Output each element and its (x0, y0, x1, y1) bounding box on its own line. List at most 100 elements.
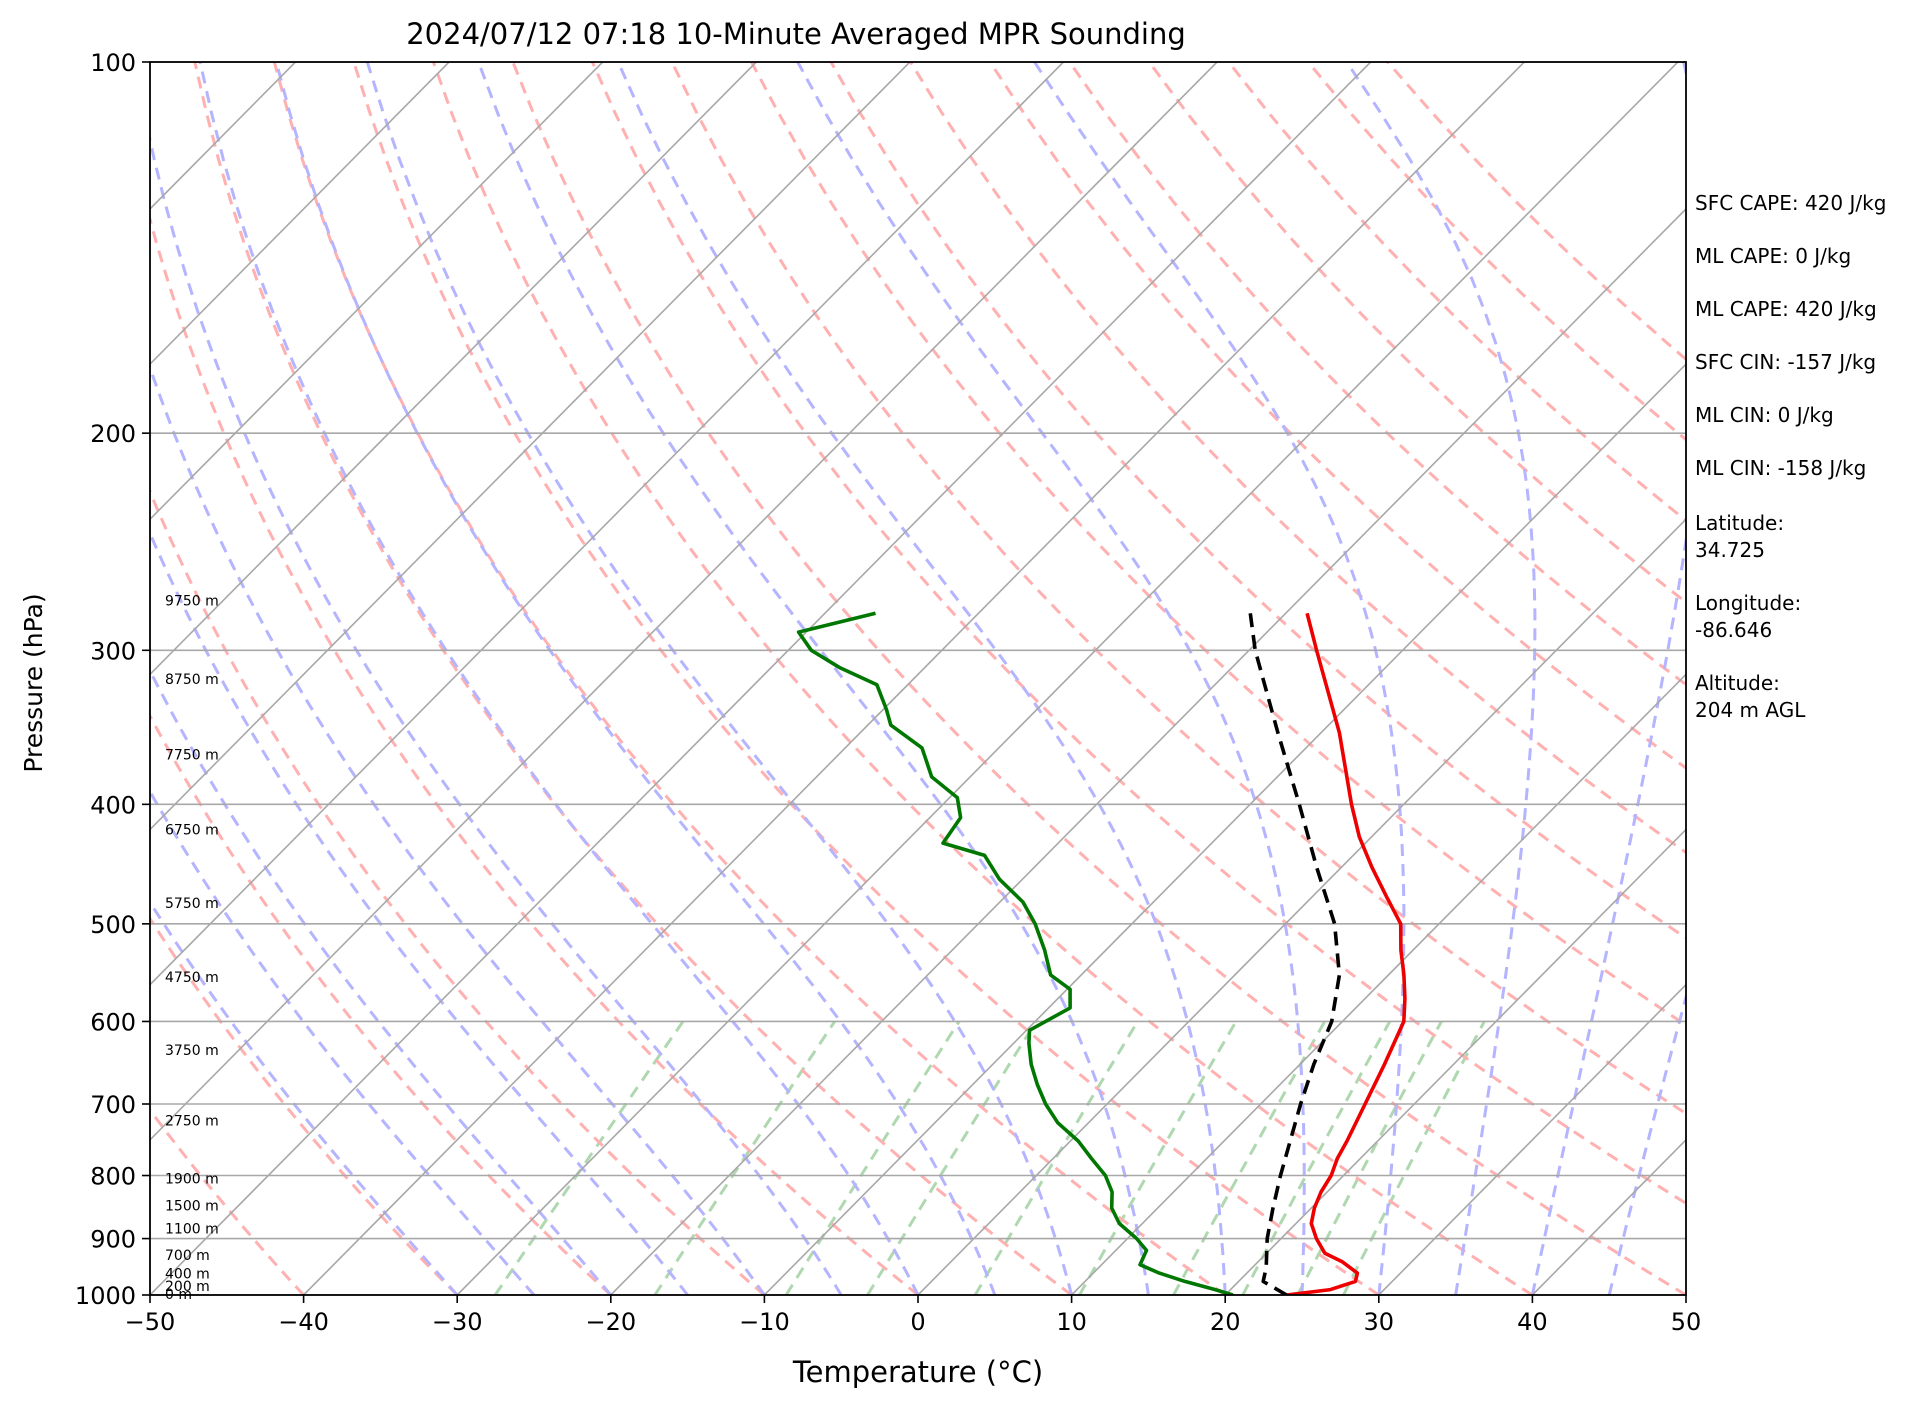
y-tick-label: 300 (90, 637, 136, 665)
x-tick-label: 0 (910, 1308, 925, 1336)
dry-adiabat (150, 712, 612, 1295)
mixing-ratio-line (1172, 1020, 1327, 1295)
mixing-ratio-line (1296, 1020, 1443, 1295)
info-line: ML CIN: 0 J/kg (1695, 403, 1834, 427)
moist-adiabat (365, 62, 1074, 1295)
info-line: SFC CAPE: 420 J/kg (1695, 191, 1887, 215)
dry-adiabat (511, 62, 1686, 1295)
moist-adiabat (198, 62, 920, 1295)
height-label: 4750 m (165, 970, 219, 986)
mixing-ratio-line (493, 1020, 685, 1295)
y-axis-label: Pressure (hPa) (19, 593, 48, 772)
isotherm (456, 62, 1679, 1295)
dry-adiabat (193, 62, 1073, 1295)
dry-adiabat (431, 62, 1534, 1295)
isotherm (150, 62, 604, 521)
x-tick-label: 10 (1056, 1308, 1087, 1336)
height-label: 700 m (165, 1248, 210, 1264)
height-label: 1900 m (165, 1172, 219, 1188)
moist-adiabat (1033, 62, 1406, 1295)
height-label: 9750 m (165, 594, 219, 610)
isotherm (763, 362, 1686, 1295)
x-tick-label: 50 (1671, 1308, 1702, 1336)
y-tick-label: 100 (90, 49, 136, 77)
height-label: 1100 m (165, 1222, 219, 1238)
dry-adiabat (352, 62, 1380, 1295)
dry-adiabat (591, 62, 1686, 1206)
dry-adiabat (150, 915, 459, 1295)
x-tick-label: −30 (432, 1308, 483, 1336)
isotherm (150, 62, 1065, 986)
dry-adiabat (670, 62, 1686, 1116)
height-label: 8750 m (165, 672, 219, 688)
info-line: ML CIN: -158 J/kg (1695, 456, 1867, 480)
height-label: 200 m (165, 1279, 210, 1295)
isotherm (1224, 828, 1686, 1295)
temperature-profile (1286, 612, 1407, 1295)
moist-adiabat (150, 133, 843, 1295)
isotherm (303, 62, 1525, 1295)
sounding-profiles (796, 611, 1407, 1295)
x-tick-label: 40 (1517, 1308, 1548, 1336)
height-label: 6750 m (165, 822, 219, 838)
moist-adiabat (796, 62, 1306, 1295)
y-tick-label: 200 (90, 420, 136, 448)
isotherm (610, 207, 1686, 1295)
x-axis-label: Temperature (°C) (792, 1355, 1043, 1389)
x-tick-label: −40 (278, 1308, 329, 1336)
y-tick-label: 800 (90, 1163, 136, 1191)
mixing-ratio-line (1342, 1020, 1486, 1295)
x-tick-label: −20 (585, 1308, 636, 1336)
info-line: ML CAPE: 420 J/kg (1695, 297, 1877, 321)
isotherm (150, 62, 757, 676)
moist-adiabat (616, 62, 1227, 1295)
height-label: 2750 m (165, 1113, 219, 1129)
y-tick-label: 700 (90, 1091, 136, 1119)
isotherm (1071, 673, 1686, 1295)
mixing-ratio-line (1078, 1020, 1238, 1295)
y-tick-label: 500 (90, 911, 136, 939)
dry-adiabat (1068, 62, 1686, 687)
moist-adiabat (150, 899, 459, 1295)
chart-title: 2024/07/12 07:18 10-Minute Averaged MPR … (406, 17, 1186, 51)
x-tick-label: −50 (125, 1308, 176, 1336)
info-line: Altitude: 204 m AGL (1695, 671, 1806, 722)
height-label: 7750 m (165, 747, 219, 763)
x-tick-label: 20 (1210, 1308, 1241, 1336)
dry-adiabat (988, 62, 1686, 770)
isotherm (150, 62, 911, 831)
moist-adiabat (1530, 62, 1686, 1295)
pressure-gridlines (150, 62, 1686, 1295)
isotherm (150, 62, 450, 366)
height-label: 3750 m (165, 1043, 219, 1059)
plot-frame (149, 61, 1687, 1296)
mixing-ratio-line (784, 1020, 961, 1295)
axis-ticks: −50 −40 −30 −20 −10 0 10 20 30 40 50 1000 900 800 700 6… (75, 49, 1701, 1336)
parcel-profile (1248, 613, 1342, 1295)
thermodynamic-background (150, 62, 1686, 1295)
x-tick-label: −10 (739, 1308, 790, 1336)
isotherm (1378, 983, 1686, 1295)
y-tick-label: 900 (90, 1226, 136, 1254)
dry-adiabat (829, 62, 1686, 940)
info-line: Latitude: 34.725 (1695, 511, 1785, 562)
info-line: SFC CIN: -157 J/kg (1695, 350, 1877, 374)
moist-adiabat (477, 62, 1150, 1295)
moist-adiabat (1607, 991, 1686, 1295)
moist-adiabat (150, 362, 766, 1295)
y-tick-label: 400 (90, 791, 136, 819)
moist-adiabat (1345, 62, 1537, 1295)
info-line: ML CAPE: 0 J/kg (1695, 244, 1852, 268)
moist-adiabat (274, 62, 997, 1295)
dry-adiabat (272, 62, 1227, 1295)
dry-adiabat (750, 62, 1686, 1027)
isotherm (150, 62, 1218, 1141)
y-tick-label: 600 (90, 1008, 136, 1036)
isotherm (917, 518, 1686, 1295)
height-label: 1500 m (165, 1199, 219, 1215)
height-label: 400 m (165, 1266, 210, 1282)
dewpoint-profile (796, 611, 1234, 1295)
isotherm (150, 62, 1372, 1295)
